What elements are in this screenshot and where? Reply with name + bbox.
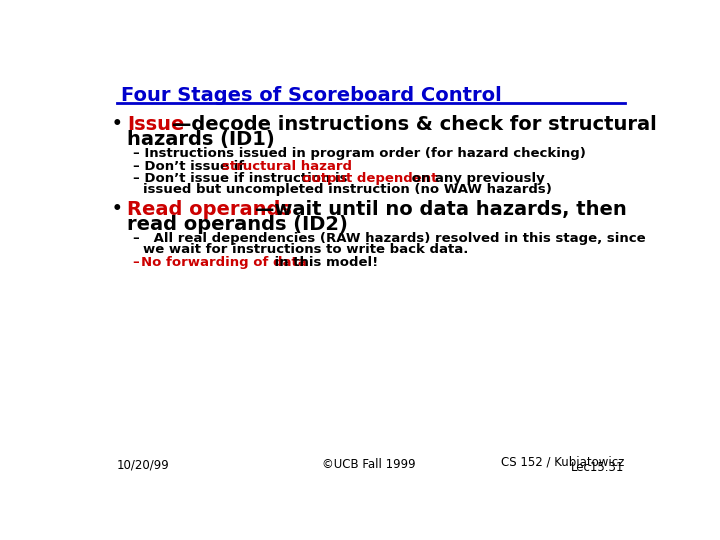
Text: hazards (ID1): hazards (ID1) <box>127 130 275 149</box>
Text: ©UCB Fall 1999: ©UCB Fall 1999 <box>322 458 416 471</box>
Text: Four Stages of Scoreboard Control: Four Stages of Scoreboard Control <box>121 85 502 105</box>
Text: Read operands: Read operands <box>127 200 292 219</box>
Text: read operands (ID2): read operands (ID2) <box>127 215 348 234</box>
Text: —wait until no data hazards, then: —wait until no data hazards, then <box>255 200 626 219</box>
Text: CS 152 / Kubiatowicz: CS 152 / Kubiatowicz <box>501 455 625 468</box>
Text: —decode instructions & check for structural: —decode instructions & check for structu… <box>171 115 657 134</box>
Text: output dependent: output dependent <box>302 172 438 185</box>
Text: we wait for instructions to write back data.: we wait for instructions to write back d… <box>143 242 469 255</box>
Text: – Instructions issued in program order (for hazard checking): – Instructions issued in program order (… <box>132 147 585 160</box>
Text: issued but uncompleted instruction (no WAW hazards): issued but uncompleted instruction (no W… <box>143 183 552 195</box>
Text: •: • <box>112 200 122 218</box>
Text: on any previously: on any previously <box>408 172 545 185</box>
Text: 10/20/99: 10/20/99 <box>117 458 170 471</box>
Text: – Don’t issue if: – Don’t issue if <box>132 159 248 172</box>
Text: No forwarding of data: No forwarding of data <box>141 256 307 269</box>
Text: structural hazard: structural hazard <box>222 159 352 172</box>
Text: in this model!: in this model! <box>270 256 378 269</box>
Text: –: – <box>132 256 144 269</box>
Text: Issue: Issue <box>127 115 184 134</box>
Text: Lec15.31: Lec15.31 <box>572 462 625 475</box>
Text: – Don’t issue if instruction is: – Don’t issue if instruction is <box>132 172 352 185</box>
Text: •: • <box>112 115 122 133</box>
Text: –   All real dependencies (RAW hazards) resolved in this stage, since: – All real dependencies (RAW hazards) re… <box>132 232 645 245</box>
